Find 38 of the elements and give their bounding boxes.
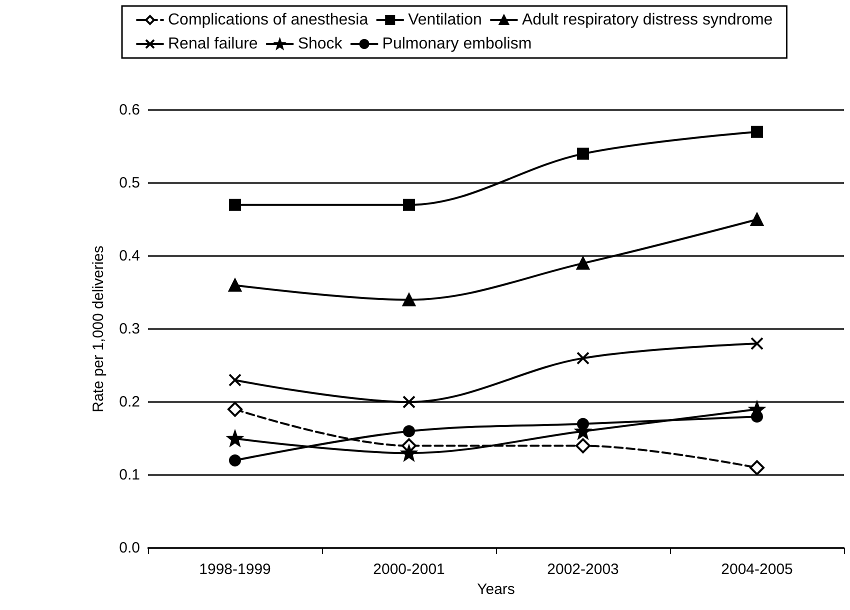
y-tick-label: 0.0 xyxy=(119,540,140,556)
y-tick-label: 0.3 xyxy=(119,320,140,338)
point xyxy=(750,337,764,350)
point xyxy=(751,126,763,138)
point xyxy=(228,402,242,417)
legend-label: Pulmonary embolism xyxy=(382,36,532,52)
legend-label: Renal failure xyxy=(168,36,258,52)
point xyxy=(576,256,590,270)
legend-label: Ventilation xyxy=(408,12,482,28)
x-axis-title: Years xyxy=(477,580,515,598)
point xyxy=(576,352,590,365)
point xyxy=(750,460,764,476)
y-tick-label: 0.2 xyxy=(119,394,140,410)
point xyxy=(229,454,241,466)
point xyxy=(750,213,764,226)
point xyxy=(576,438,590,454)
x-tick-label: 2000-2001 xyxy=(373,561,445,578)
legend-label: Shock xyxy=(298,36,344,52)
point xyxy=(751,410,763,423)
point xyxy=(228,278,242,292)
x-tick-label: 1998-1999 xyxy=(199,561,271,578)
y-tick-label: 0.4 xyxy=(119,248,140,264)
legend-label: Adult respiratory distress syndrome xyxy=(522,12,773,28)
point xyxy=(403,425,415,438)
point xyxy=(403,198,415,211)
y-axis-title: Rate per 1,000 deliveries xyxy=(90,246,107,412)
y-tick-label: 0.6 xyxy=(119,102,140,118)
point xyxy=(577,148,589,160)
y-tick-label: 0.5 xyxy=(119,174,140,192)
point xyxy=(229,198,241,211)
point xyxy=(402,396,416,408)
point xyxy=(577,418,589,430)
point xyxy=(228,374,242,387)
point xyxy=(402,293,416,306)
x-tick-label: 2004-2005 xyxy=(721,561,793,578)
legend-label: Complications of anesthesia xyxy=(168,12,368,28)
x-tick-label: 2002-2003 xyxy=(547,561,619,578)
y-tick-label: 0.1 xyxy=(119,466,140,484)
